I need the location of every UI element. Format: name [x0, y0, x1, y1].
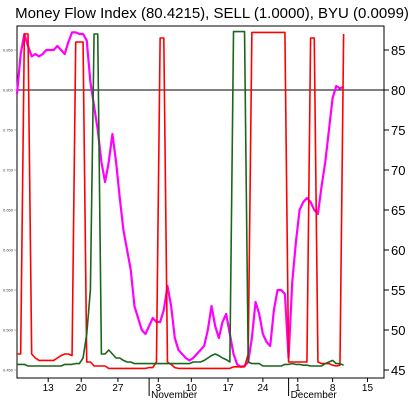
x-tick-label-3: 3 — [156, 383, 162, 394]
month-label-0: November — [151, 390, 198, 400]
y-tick-label-3: 60 — [391, 243, 405, 258]
y-tick-label-0: 45 — [391, 363, 405, 378]
month-label-1: December — [291, 390, 338, 400]
x-tick-label-8: 8 — [330, 383, 336, 394]
y-tick-label-7: 80 — [391, 83, 405, 98]
y-tick-label-8: 85 — [391, 43, 405, 58]
x-tick-label-9: 15 — [362, 383, 374, 394]
y-tick-label-2: 55 — [391, 283, 405, 298]
x-tick-label-5: 17 — [222, 383, 234, 394]
y-tick-label-1: 50 — [391, 323, 405, 338]
series-line-2 — [17, 30, 344, 367]
left-tick-label-6: 0.750 — [3, 128, 14, 133]
x-tick-label-0: 13 — [43, 383, 55, 394]
y-tick-label-6: 75 — [391, 123, 405, 138]
chart-title: Money Flow Index (80.4215), SELL (1.0000… — [15, 5, 409, 22]
x-tick-label-7: 1 — [295, 383, 301, 394]
y-tick-label-4: 65 — [391, 203, 405, 218]
left-tick-label-3: 0.600 — [3, 248, 14, 253]
x-tick-label-2: 27 — [112, 383, 124, 394]
plot-frame — [16, 25, 385, 379]
x-tick-label-6: 24 — [257, 383, 269, 394]
left-tick-label-0: 0.450 — [3, 368, 14, 373]
y-tick-label-5: 70 — [391, 163, 405, 178]
left-tick-label-1: 0.500 — [3, 328, 14, 333]
left-tick-label-8: 0.850 — [3, 48, 14, 53]
x-tick-label-4: 10 — [186, 383, 198, 394]
left-tick-label-7: 0.800 — [3, 88, 14, 93]
left-tick-label-2: 0.550 — [3, 288, 14, 293]
series-line-1 — [17, 31, 345, 370]
x-tick-label-1: 20 — [76, 383, 88, 394]
left-tick-label-4: 0.650 — [3, 208, 14, 213]
left-tick-label-5: 0.700 — [3, 168, 14, 173]
